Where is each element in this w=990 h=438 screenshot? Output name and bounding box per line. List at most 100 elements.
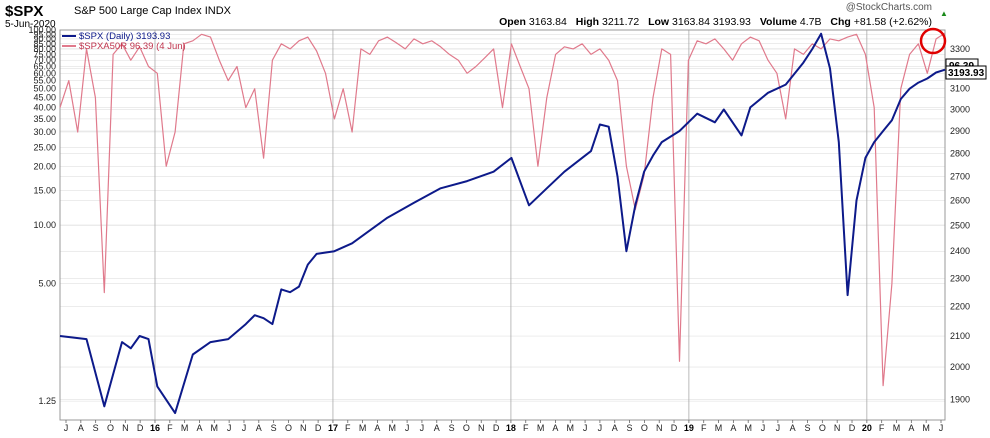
x-tick-label: O: [641, 423, 648, 433]
left-tick-label: 100.00: [28, 25, 56, 35]
x-tick-label: A: [908, 423, 914, 433]
left-tick-label: 90.00: [33, 34, 56, 44]
x-tick-label: A: [374, 423, 380, 433]
left-axis: 100.0095.0090.0085.0080.0075.0070.0065.0…: [28, 25, 56, 406]
x-tick-label: S: [805, 423, 811, 433]
x-tick-label: O: [107, 423, 114, 433]
right-tick-label: 1900: [950, 395, 970, 405]
brand-watermark: @StockCharts.com: [845, 2, 932, 13]
x-tick-label: J: [761, 423, 766, 433]
chg-value: +81.58 (+2.62%): [853, 16, 932, 28]
right-tick-label: 3100: [950, 84, 970, 94]
x-tick-label: J: [776, 423, 781, 433]
x-tick-label: A: [730, 423, 736, 433]
low-value: 3163.84: [672, 16, 710, 28]
x-tick-label: M: [922, 423, 930, 433]
legend: $SPX (Daily) 3193.93 $SPXA50R 96.39 (4 J…: [62, 31, 186, 52]
x-tick-label: M: [359, 423, 367, 433]
x-tick-label: D: [137, 423, 144, 433]
tag-text-spx: 3193.93: [948, 68, 985, 79]
x-tick-label: N: [656, 423, 663, 433]
x-tick-label: M: [181, 423, 189, 433]
plot-frame: [59, 29, 946, 421]
left-tick-label: 95.00: [33, 29, 56, 39]
x-tick-label: 20: [862, 423, 872, 433]
x-tick-label: S: [627, 423, 633, 433]
left-tick-label: 60.00: [33, 68, 56, 78]
right-tick-label: 2600: [950, 195, 970, 205]
open-value: 3163.84: [528, 16, 567, 28]
symbol-title: $SPX: [5, 3, 44, 20]
open-label: Open: [499, 16, 526, 28]
exchange-code: INDX: [204, 5, 231, 17]
legend-label-breadth: $SPXA50R 96.39 (4 Jun): [79, 41, 186, 52]
left-tick-label: 75.00: [33, 49, 56, 59]
x-tick-label: M: [389, 423, 397, 433]
x-tick-label: M: [537, 423, 545, 433]
x-tick-label: F: [523, 423, 529, 433]
x-tick-label: 19: [684, 423, 694, 433]
x-tick-label: S: [271, 423, 277, 433]
x-tick-label: J: [242, 423, 247, 433]
index-name: S&P 500 Large Cap Index INDX: [74, 5, 231, 17]
last-value-tag-spx: 3193.93: [945, 65, 987, 80]
gridlines: [60, 29, 945, 420]
x-tick-label: 16: [150, 423, 160, 433]
left-tick-label: 1.25: [38, 396, 56, 406]
low-label: Low: [648, 16, 670, 28]
left-tick-label: 10.00: [33, 220, 56, 230]
left-tick-label: 30.00: [33, 127, 56, 137]
right-tick-label: 2800: [950, 148, 970, 158]
left-tick-label: 65.00: [33, 61, 56, 71]
x-tick-label: O: [463, 423, 470, 433]
x-tick-label: 18: [506, 423, 516, 433]
index-name-text: S&P 500 Large Cap Index: [74, 5, 202, 17]
right-tick-label: 2300: [950, 273, 970, 283]
left-tick-label: 15.00: [33, 186, 56, 196]
x-tick-label: N: [834, 423, 841, 433]
x-tick-label: S: [449, 423, 455, 433]
close-value: 3193.93: [712, 16, 751, 28]
ohlc-readout: Open 3163.84 High 3211.72 Low 3163.84 31…: [499, 16, 932, 28]
x-tick-label: D: [493, 423, 500, 433]
x-tick-label: N: [300, 423, 307, 433]
x-tick-label: J: [227, 423, 232, 433]
right-tick-label: 3000: [950, 104, 970, 114]
x-tick-label: J: [420, 423, 425, 433]
left-tick-label: 50.00: [33, 84, 56, 94]
x-axis: J A S O N D 16 F M A M J J A S O N D 17 F M A M J J A S O N D 18 F M A M J J…: [64, 420, 944, 433]
x-tick-label: J: [939, 423, 944, 433]
x-tick-label: D: [849, 423, 856, 433]
x-tick-label: J: [405, 423, 410, 433]
left-tick-label: 80.00: [33, 44, 56, 54]
x-tick-label: D: [315, 423, 322, 433]
x-tick-label: M: [211, 423, 219, 433]
left-tick-label: 85.00: [33, 39, 56, 49]
volume-value: 4.7B: [799, 16, 822, 28]
x-tick-label: F: [345, 423, 351, 433]
x-tick-label: S: [93, 423, 99, 433]
left-tick-label: 20.00: [33, 161, 56, 171]
right-tick-label: 2700: [950, 171, 970, 181]
tag-box-spx: [945, 65, 987, 80]
left-tick-label: 5.00: [38, 279, 56, 289]
x-tick-label: A: [612, 423, 618, 433]
left-tick-label: 55.00: [33, 76, 56, 86]
right-tick-label: 2500: [950, 220, 970, 230]
left-tick-label: 35.00: [33, 114, 56, 124]
x-tick-label: A: [790, 423, 796, 433]
high-value: 3211.72: [602, 16, 640, 28]
left-tick-label: 45.00: [33, 93, 56, 103]
x-tick-label: A: [552, 423, 558, 433]
chart-date: 5-Jun-2020: [5, 19, 56, 30]
series-layer: [59, 32, 946, 415]
x-tick-label: 17: [328, 423, 338, 433]
x-tick-label: A: [434, 423, 440, 433]
x-tick-label: M: [893, 423, 901, 433]
left-tick-label: 70.00: [33, 55, 56, 65]
x-tick-label: M: [744, 423, 752, 433]
left-tick-label: 40.00: [33, 103, 56, 113]
chg-arrow-icon: ▲: [940, 9, 948, 18]
right-tick-label: 2200: [950, 302, 970, 312]
